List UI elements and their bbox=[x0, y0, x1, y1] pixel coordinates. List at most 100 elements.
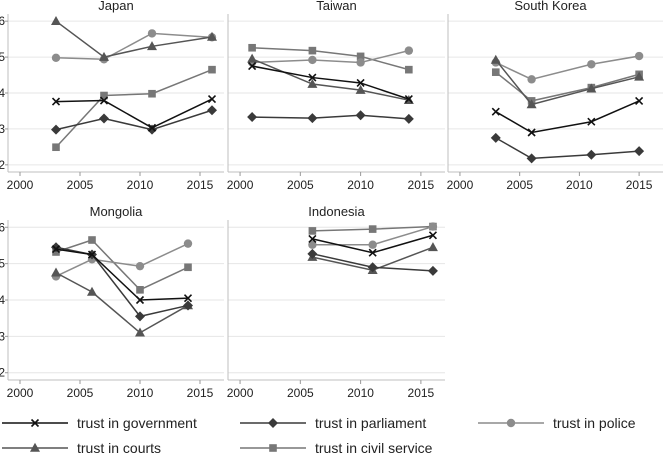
marker-police-plegend-0 bbox=[506, 418, 516, 428]
panel-indonesia: Indonesia 2000 2005 2010 2015 bbox=[227, 204, 445, 400]
series-line-police bbox=[55, 32, 213, 61]
series-line-police bbox=[495, 55, 640, 81]
marker-parliament-p1-0 bbox=[247, 112, 258, 123]
panel-title: Indonesia bbox=[308, 204, 365, 219]
panel-title: South Korea bbox=[514, 0, 587, 13]
marker-police-p1-1 bbox=[308, 55, 317, 65]
panel-south-korea: South Korea 2000 2005 2010 2015 bbox=[447, 0, 663, 192]
marker-courts-plegend-0 bbox=[30, 442, 40, 452]
marker-parliament-p1-3 bbox=[403, 113, 414, 124]
marker-police-p0-2 bbox=[147, 29, 157, 38]
legend-label-police: trust in police bbox=[553, 415, 636, 431]
marker-government-p4-1 bbox=[368, 248, 377, 257]
marker-courts-p2-0 bbox=[490, 54, 501, 64]
marker-government-p0-3 bbox=[207, 95, 217, 104]
marker-government-p4-2 bbox=[428, 231, 438, 240]
series-line-civil bbox=[495, 71, 640, 102]
marker-courts-p3-1 bbox=[87, 286, 97, 296]
marker-parliament-p4-1 bbox=[367, 262, 378, 273]
x-tick-label: 2015 bbox=[626, 178, 653, 192]
marker-parliament-plegend-0 bbox=[268, 418, 278, 428]
series-line-parliament bbox=[252, 114, 409, 120]
marker-government-p1-1 bbox=[308, 73, 317, 82]
marker-government-p4-0 bbox=[308, 234, 317, 243]
x-tick-label: 2005 bbox=[287, 178, 314, 192]
x-tick-label: 2005 bbox=[67, 386, 94, 400]
marker-civil-plegend-0 bbox=[269, 444, 277, 452]
x-tick-label: 2015 bbox=[187, 386, 214, 400]
marker-civil-p0-2 bbox=[148, 89, 156, 98]
series-line-government bbox=[251, 65, 410, 100]
x-tick-label: 2000 bbox=[7, 386, 34, 400]
y-tick-label: .5 bbox=[0, 50, 5, 64]
marker-police-p1-3 bbox=[404, 46, 414, 55]
y-tick-label: .6 bbox=[0, 220, 5, 234]
y-tick-label: .6 bbox=[0, 14, 5, 28]
marker-government-p3-2 bbox=[135, 295, 145, 305]
legend-item-parliament: trust in parliament bbox=[240, 415, 426, 431]
legend-item-police: trust in police bbox=[478, 415, 636, 431]
marker-courts-p1-2 bbox=[355, 84, 366, 94]
marker-police-p2-2 bbox=[587, 60, 596, 69]
y-tick-label: .4 bbox=[0, 86, 5, 100]
marker-government-p0-0 bbox=[51, 97, 61, 106]
x-tick-label: 2005 bbox=[506, 178, 533, 192]
marker-courts-p1-0 bbox=[247, 53, 258, 63]
y-tick-label: .5 bbox=[0, 257, 5, 271]
marker-government-p3-3 bbox=[183, 294, 193, 303]
panel-japan: Japan .2 .3 .4 .5 .6 2000 2005 2010 2015 bbox=[0, 0, 224, 192]
marker-civil-p2-0 bbox=[491, 68, 500, 76]
marker-parliament-p4-2 bbox=[427, 265, 438, 276]
marker-parliament-p0-0 bbox=[51, 124, 61, 135]
series-line-courts bbox=[495, 59, 640, 106]
marker-parliament-p3-2 bbox=[135, 311, 145, 322]
marker-government-plegend-0 bbox=[30, 418, 40, 428]
marker-civil-p3-2 bbox=[136, 286, 144, 294]
x-tick-label: 2005 bbox=[287, 386, 314, 400]
series-line-civil bbox=[55, 239, 189, 291]
marker-police-p2-3 bbox=[634, 51, 644, 61]
marker-courts-p3-0 bbox=[51, 267, 61, 277]
series-line-police bbox=[252, 49, 410, 64]
marker-police-p4-2 bbox=[428, 222, 438, 231]
marker-government-p0-2 bbox=[147, 123, 157, 132]
x-tick-label: 2000 bbox=[7, 178, 34, 192]
panel-title: Mongolia bbox=[90, 204, 144, 219]
marker-government-p3-0 bbox=[51, 245, 61, 254]
series-line-government bbox=[495, 100, 640, 134]
marker-civil-p3-1 bbox=[88, 236, 96, 244]
y-tick-label: .3 bbox=[0, 122, 5, 136]
marker-parliament-p2-3 bbox=[634, 146, 645, 157]
panel-title: Taiwan bbox=[316, 0, 356, 13]
legend-label-parliament: trust in parliament bbox=[315, 415, 426, 431]
marker-police-p4-0 bbox=[308, 240, 317, 249]
marker-civil-p1-1 bbox=[308, 46, 317, 55]
series-line-civil bbox=[252, 47, 410, 71]
marker-parliament-p1-2 bbox=[355, 110, 366, 121]
marker-government-p2-3 bbox=[635, 96, 644, 105]
marker-courts-p0-0 bbox=[51, 15, 61, 25]
x-tick-label: 2010 bbox=[347, 178, 374, 192]
marker-government-p2-2 bbox=[587, 117, 596, 126]
marker-government-p2-0 bbox=[491, 107, 500, 116]
legend-label-civil: trust in civil service bbox=[315, 440, 433, 456]
x-tick-label: 2010 bbox=[566, 178, 593, 192]
marker-police-p1-2 bbox=[356, 58, 365, 67]
series-line-government bbox=[55, 248, 189, 301]
marker-courts-p2-2 bbox=[586, 83, 597, 93]
marker-civil-p1-3 bbox=[405, 65, 413, 74]
series-line-parliament bbox=[55, 109, 213, 131]
x-tick-label: 2010 bbox=[347, 386, 374, 400]
marker-civil-p3-3 bbox=[184, 263, 192, 272]
marker-government-p0-1 bbox=[99, 96, 109, 105]
x-tick-label: 2005 bbox=[67, 178, 94, 192]
series-line-government bbox=[55, 98, 213, 129]
series-line-parliament bbox=[495, 137, 640, 160]
x-tick-label: 2000 bbox=[447, 178, 474, 192]
marker-government-p3-1 bbox=[87, 250, 97, 259]
marker-government-p1-2 bbox=[356, 78, 365, 88]
series-line-parliament bbox=[55, 246, 189, 318]
x-tick-label: 2010 bbox=[127, 386, 154, 400]
marker-civil-p4-0 bbox=[308, 227, 317, 235]
